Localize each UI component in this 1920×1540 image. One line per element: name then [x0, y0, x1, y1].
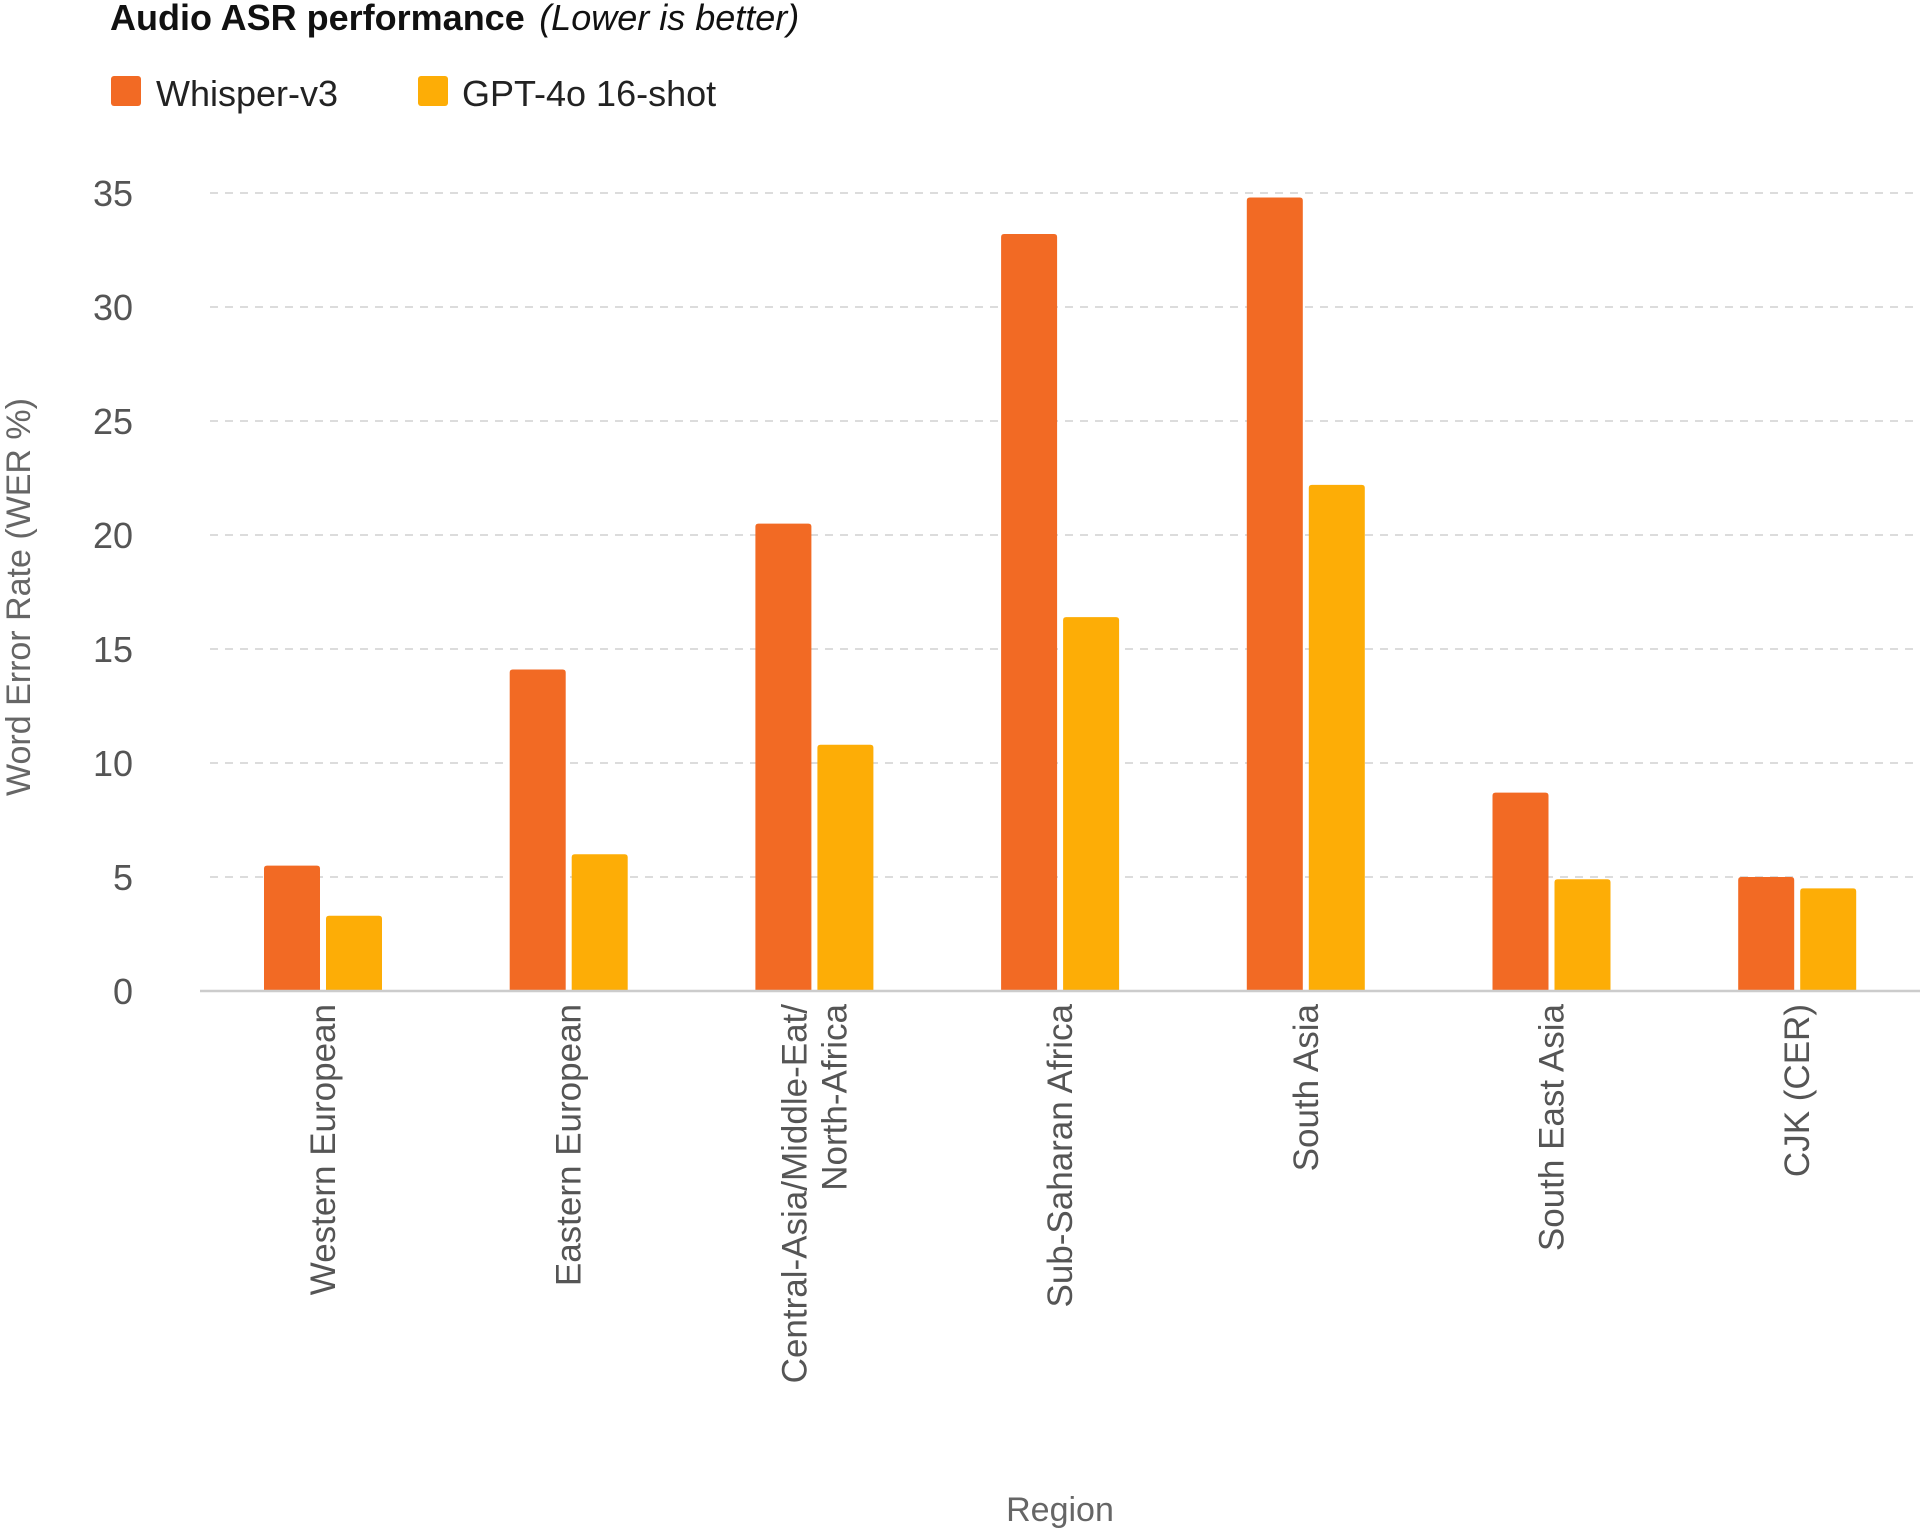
bar-whisper-v3 [509, 669, 566, 991]
y-axis-ticks: 0 5 10 15 20 25 30 35 [93, 173, 133, 1012]
bar-gpt-4o-16-shot [817, 744, 874, 991]
bars [264, 197, 1857, 992]
x-category-label: South Asia [1287, 1003, 1326, 1171]
x-category-label: CJK (CER) [1778, 1004, 1817, 1177]
y-tick-label: 25 [93, 401, 133, 442]
bar-whisper-v3 [264, 865, 320, 991]
legend-label-gpt-4o-16-shot: GPT-4o 16-shot [462, 73, 716, 114]
y-tick-label: 15 [93, 629, 133, 670]
chart-title-subtitle: (Lower is better) [539, 0, 799, 38]
y-tick-label: 30 [93, 287, 133, 328]
x-category-label: Sub-Saharan Africa [1041, 1003, 1080, 1307]
x-category-label: South East Asia [1533, 1003, 1572, 1251]
chart-title: Audio ASR performance (Lower is better) [110, 0, 799, 38]
bar-whisper-v3 [1001, 234, 1058, 992]
legend-swatch-gpt-4o-16-shot [418, 76, 448, 106]
bar-gpt-4o-16-shot [1308, 484, 1365, 991]
legend-swatch-whisper-v3 [111, 76, 141, 106]
x-category-label: North-Africa [815, 1003, 854, 1190]
bar-gpt-4o-16-shot [1554, 879, 1611, 991]
bar-gpt-4o-16-shot [1063, 617, 1120, 991]
bar-whisper-v3 [755, 523, 812, 991]
y-tick-label: 10 [93, 743, 133, 784]
y-tick-label: 5 [113, 857, 133, 898]
x-category-label: Central-Asia/Middle-Eat/ [775, 1004, 814, 1384]
bar-whisper-v3 [1492, 792, 1549, 991]
y-tick-label: 0 [113, 971, 133, 1012]
legend: Whisper-v3 GPT-4o 16-shot [111, 73, 716, 114]
y-tick-label: 20 [93, 515, 133, 556]
x-axis-category-labels: Western European Eastern European Central-… [304, 1003, 1817, 1383]
y-axis-title: Word Error Rate (WER %) [0, 398, 38, 796]
bar-whisper-v3 [1246, 197, 1303, 991]
bar-whisper-v3 [1738, 877, 1795, 991]
bar-gpt-4o-16-shot [1800, 888, 1857, 991]
x-category-label: Eastern European [550, 1004, 589, 1286]
bar-gpt-4o-16-shot [571, 854, 628, 991]
x-axis-title: Region [1006, 1491, 1114, 1529]
bar-gpt-4o-16-shot [326, 915, 382, 991]
chart-title-main: Audio ASR performance [110, 0, 525, 38]
x-category-label: Western European [304, 1004, 343, 1295]
y-tick-label: 35 [93, 173, 133, 214]
legend-label-whisper-v3: Whisper-v3 [156, 73, 338, 114]
